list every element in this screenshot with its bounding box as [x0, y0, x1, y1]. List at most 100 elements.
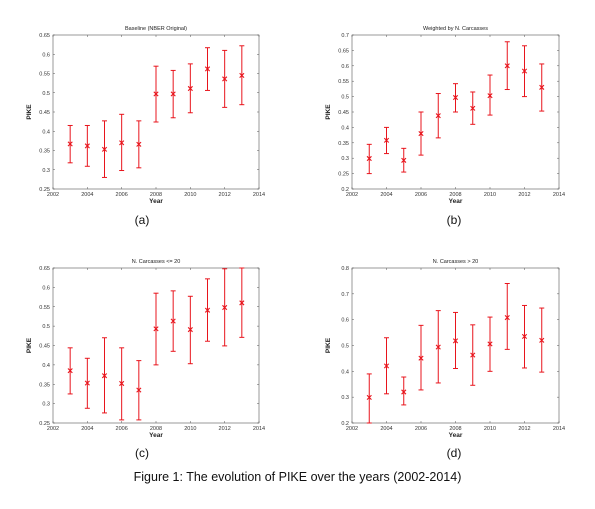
chart-title-a: Baseline (NBER Original): [125, 26, 187, 32]
data-point-b-5: [452, 94, 459, 101]
data-point-c-6: [170, 318, 176, 324]
data-point-c-3: [119, 380, 125, 387]
x-tick-label-d-2: 2006: [415, 426, 427, 432]
data-point-d-9: [521, 333, 528, 340]
panel-label-c: (c): [135, 446, 149, 460]
data-point-d-1: [383, 363, 390, 369]
y-tick-label-a-8: 0.65: [39, 33, 50, 39]
x-tick-label-a-5: 2012: [219, 192, 231, 198]
data-point-stroke-2-a-0: [67, 141, 73, 147]
y-axis-label-a: PIKE: [26, 104, 33, 120]
y-tick-label-b-8: 0.6: [341, 64, 349, 70]
data-point-a-1: [84, 143, 90, 149]
data-point-c-10: [239, 300, 245, 306]
data-point-a-7: [187, 85, 193, 92]
chart-title-c: N. Carcasses <= 20: [132, 259, 181, 265]
data-point-stroke-2-d-2: [401, 389, 407, 395]
y-tick-label-d-4: 0.6: [341, 318, 349, 324]
data-point-stroke-2-c-2: [101, 373, 108, 379]
x-tick-label-c-3: 2008: [150, 426, 162, 432]
data-point-b-8: [504, 63, 510, 69]
x-tick-label-c-1: 2004: [81, 426, 93, 432]
y-tick-label-d-5: 0.7: [341, 292, 349, 298]
y-tick-label-a-7: 0.6: [42, 52, 50, 58]
data-point-stroke-2-a-10: [239, 72, 245, 79]
data-point-stroke-2-b-4: [435, 113, 441, 119]
data-point-stroke-2-b-1: [383, 137, 390, 143]
data-point-stroke-2-a-1: [84, 143, 90, 149]
data-point-stroke-2-c-7: [187, 327, 193, 333]
y-tick-label-b-9: 0.65: [338, 48, 349, 54]
y-tick-label-a-2: 0.35: [39, 149, 50, 155]
y-tick-label-c-6: 0.55: [39, 305, 50, 311]
data-point-stroke-2-a-9: [222, 76, 228, 82]
y-tick-label-a-3: 0.4: [42, 129, 50, 135]
x-tick-label-a-0: 2002: [47, 192, 59, 198]
data-point-stroke-2-d-4: [435, 344, 441, 350]
y-tick-label-a-6: 0.55: [39, 72, 50, 78]
data-point-b-2: [401, 157, 407, 163]
chart-panel-b: Weighted by N. Carcasses 2002 2004 2006 2008…: [325, 26, 565, 205]
data-point-c-8: [204, 307, 211, 313]
data-point-stroke-2-d-8: [504, 315, 510, 321]
chart-panel-c: N. Carcasses <= 20 2002 2004 2006 2008 2010 20…: [26, 259, 265, 439]
y-tick-label-b-3: 0.35: [338, 141, 349, 147]
x-tick-label-a-4: 2010: [184, 192, 196, 198]
data-point-stroke-2-d-1: [383, 363, 390, 369]
chart-panel-a: Baseline (NBER Original) 2002 2004 2006 2008…: [26, 26, 265, 205]
x-tick-label-c-5: 2012: [219, 426, 231, 432]
data-point-b-6: [470, 105, 476, 111]
data-point-a-2: [101, 146, 108, 152]
x-tick-label-c-0: 2002: [47, 426, 59, 432]
error-bar-d-2: [401, 376, 407, 406]
data-point-stroke-2-c-0: [67, 368, 73, 374]
data-point-stroke-2-b-9: [521, 68, 528, 74]
y-tick-label-b-4: 0.4: [341, 125, 349, 131]
data-point-stroke-2-d-9: [521, 333, 528, 340]
x-tick-label-b-4: 2010: [484, 192, 496, 198]
x-tick-label-a-3: 2008: [150, 192, 162, 198]
data-point-stroke-2-d-6: [470, 352, 476, 358]
data-point-stroke-2-b-6: [470, 105, 476, 111]
y-tick-label-b-2: 0.3: [341, 156, 349, 162]
x-tick-label-a-6: 2014: [253, 192, 265, 198]
data-point-stroke-2-c-3: [119, 380, 125, 387]
y-tick-label-a-5: 0.5: [42, 91, 50, 97]
chart-title-d: N. Carcasses > 20: [433, 259, 478, 265]
data-point-stroke-2-b-10: [539, 84, 545, 90]
data-point-b-4: [435, 113, 441, 119]
data-point-a-0: [67, 141, 73, 147]
data-point-d-8: [504, 315, 510, 321]
chart-title-b: Weighted by N. Carcasses: [423, 26, 488, 32]
data-point-c-4: [136, 387, 142, 393]
data-point-stroke-2-d-0: [366, 394, 372, 401]
y-tick-label-d-3: 0.5: [341, 344, 349, 350]
data-point-b-1: [383, 137, 390, 143]
data-point-d-2: [401, 389, 407, 395]
data-point-c-7: [187, 327, 193, 333]
data-point-a-5: [153, 91, 159, 97]
data-point-stroke-2-c-10: [239, 300, 245, 306]
data-point-a-3: [119, 140, 125, 146]
y-tick-label-d-1: 0.3: [341, 395, 349, 401]
x-axis-label-b: Year: [449, 198, 463, 205]
y-axis-label-c: PIKE: [26, 337, 33, 353]
x-axis-label-c: Year: [149, 432, 163, 439]
data-point-c-5: [153, 326, 159, 332]
y-tick-label-a-1: 0.3: [42, 168, 50, 174]
x-tick-label-d-1: 2004: [380, 426, 392, 432]
data-point-d-5: [452, 338, 459, 344]
y-tick-label-c-1: 0.3: [42, 402, 50, 408]
y-tick-label-b-6: 0.5: [341, 95, 349, 101]
y-tick-label-b-1: 0.25: [338, 172, 349, 178]
data-point-c-0: [67, 368, 73, 374]
y-tick-label-c-8: 0.65: [39, 266, 50, 272]
panel-label-d: (d): [446, 446, 462, 460]
x-tick-label-b-5: 2012: [518, 192, 530, 198]
y-tick-label-b-5: 0.45: [338, 110, 349, 116]
data-point-b-7: [487, 93, 493, 99]
y-tick-label-c-3: 0.4: [42, 363, 50, 369]
x-tick-label-b-3: 2008: [449, 192, 461, 198]
data-point-d-6: [470, 352, 476, 358]
